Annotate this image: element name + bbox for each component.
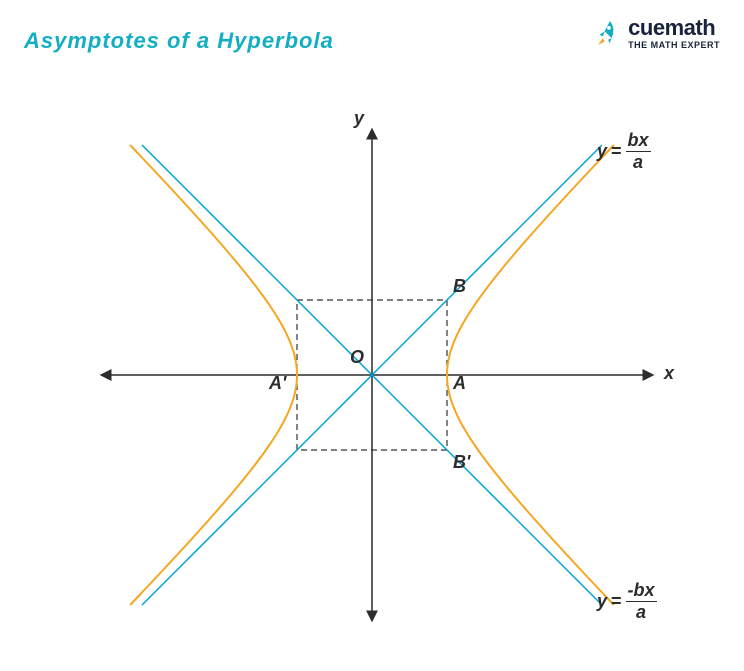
y-axis-label: y [354, 108, 364, 129]
rocket-icon [586, 16, 620, 50]
eq1-numerator: bx [626, 130, 651, 152]
point-b-label: B [453, 276, 466, 297]
eq2-y: y [597, 591, 607, 612]
brand-tagline: THE MATH EXPERT [628, 41, 720, 50]
point-b-prime-label: B' [453, 452, 470, 473]
asymptote-equation-positive: y = bx a [597, 130, 651, 173]
diagram-svg [62, 100, 682, 640]
hyperbola-diagram: y x O A A' B B' y = bx a y = -bx a [62, 100, 682, 640]
point-a-label: A [453, 373, 466, 394]
eq2-equals: = [611, 591, 622, 612]
brand-name: cuemath [628, 17, 720, 39]
eq1-denominator: a [626, 152, 651, 173]
eq1-equals: = [611, 141, 622, 162]
brand-logo: cuemath THE MATH EXPERT [586, 16, 720, 50]
eq2-denominator: a [626, 602, 657, 623]
origin-label: O [350, 347, 364, 368]
diagram-title: Asymptotes of a Hyperbola [24, 28, 334, 54]
x-axis-label: x [664, 363, 674, 384]
eq2-numerator: -bx [626, 580, 657, 602]
eq1-y: y [597, 141, 607, 162]
point-a-prime-label: A' [269, 373, 286, 394]
asymptote-equation-negative: y = -bx a [597, 580, 657, 623]
